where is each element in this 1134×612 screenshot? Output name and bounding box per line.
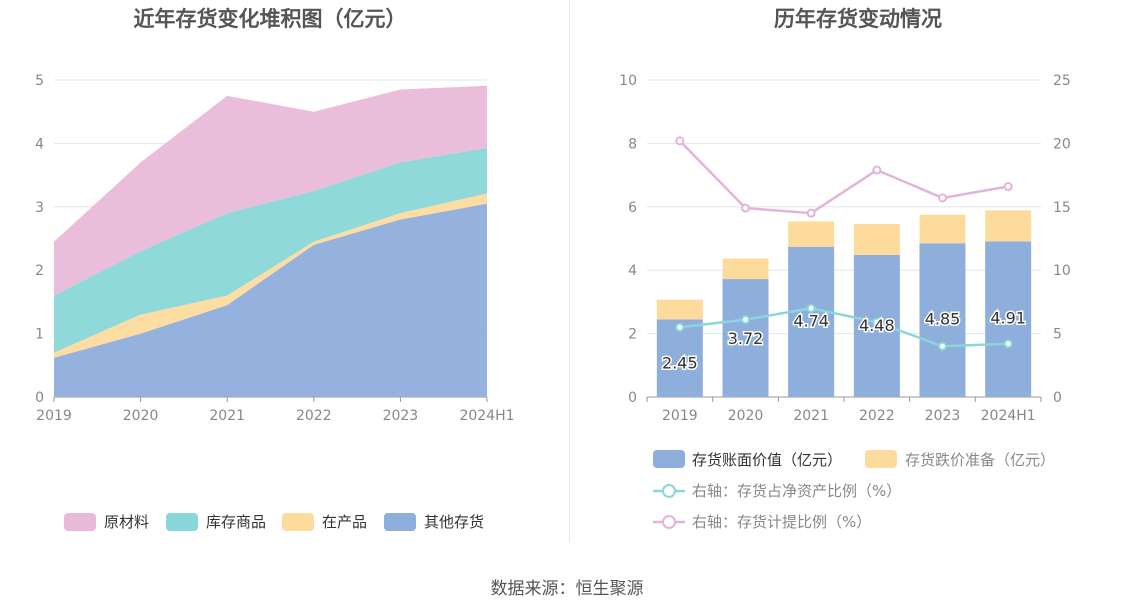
bar-x-tick-label: 2021 [793,408,829,424]
bar-value-label: 4.74 [793,311,829,330]
area-legend-swatch [64,513,96,531]
area-y-tick-label: 2 [35,263,44,279]
bar-x-tick-label: 2024H1 [981,408,1036,424]
area-legend-label: 库存商品 [206,513,266,531]
area-y-tick-label: 4 [35,136,44,152]
area-series-4 [54,85,487,296]
bar-legend-label: 存货跌价准备（亿元） [905,451,1055,469]
bar-value-label: 3.72 [728,329,764,348]
bar-y-tick-label: 10 [619,73,637,89]
area-x-tick-label: 2020 [123,408,159,424]
area-series-1 [54,203,487,397]
bar-legend-swatch [653,450,685,468]
bar-value-label: 4.91 [990,308,1026,327]
line-point [675,322,685,332]
area-legend-swatch [166,513,198,531]
bar-y2-tick-label: 25 [1053,73,1071,89]
line-point [806,303,816,313]
bar-y-tick-label: 8 [628,136,637,152]
area-legend-label: 其他存货 [424,513,484,531]
bar-impairment [722,258,769,280]
area-series-2 [54,193,487,358]
bar-impairment [853,223,900,255]
bar-impairment [788,221,835,247]
bar-book-value [722,279,769,397]
bar-value-label: 2.45 [662,353,698,372]
bar-y-tick-label: 2 [628,327,637,343]
bar-book-value [985,241,1032,397]
bar-y-tick-label: 6 [628,200,637,216]
line-series-1 [679,306,1009,348]
bar-x-tick-label: 2023 [925,408,961,424]
line-point [938,341,947,351]
bar-y2-tick-label: 0 [1053,390,1062,406]
line-legend-marker [662,515,676,529]
area-y-tick-label: 5 [35,73,44,89]
line-legend-marker [662,484,676,498]
bar-y2-tick-label: 5 [1053,327,1062,343]
bar-y-tick-label: 0 [628,390,637,406]
bar-y-tick-label: 4 [628,263,637,279]
bar-y2-tick-label: 15 [1053,200,1071,216]
bar-x-tick-label: 2020 [728,408,764,424]
line-point [1003,182,1013,192]
area-y-tick-label: 0 [35,390,44,406]
area-series-3 [54,147,487,353]
bar-book-value [788,246,835,397]
line-legend-label: 右轴：存货占净资产比例（%） [692,482,901,500]
line-point [741,203,750,213]
area-x-tick-label: 2022 [296,408,332,424]
area-x-tick-label: 2019 [36,408,72,424]
bar-x-tick-label: 2022 [859,408,895,424]
panel-divider [569,0,570,542]
source-text: 数据来源：恒生聚源 [490,579,644,599]
bar-legend-label: 存货账面价值（亿元） [692,451,842,469]
area-legend-swatch [282,513,314,531]
bar-value-label: 4.85 [925,309,961,328]
bar-chart-title: 历年存货变动情况 [774,7,942,31]
bar-impairment [656,299,703,320]
bar-value-label: 4.48 [859,316,895,335]
area-legend-label: 原材料 [104,513,149,531]
bar-y2-tick-label: 20 [1053,136,1071,152]
bar-impairment [919,214,966,244]
bar-impairment [985,210,1032,242]
bar-book-value [656,319,703,397]
line-point [741,315,750,325]
line-point [1003,339,1013,349]
area-y-tick-label: 1 [35,327,44,343]
area-x-tick-label: 2023 [383,408,419,424]
line-point [938,193,947,203]
bar-y2-tick-label: 10 [1053,263,1071,279]
bar-x-tick-label: 2019 [662,408,698,424]
line-point [675,136,685,146]
line-point [872,317,882,327]
area-y-tick-label: 3 [35,200,44,216]
bar-legend-swatch [865,450,897,468]
line-point [872,165,882,175]
area-chart-title: 近年存货变化堆积图（亿元） [134,7,407,31]
area-legend-swatch [384,513,416,531]
area-x-tick-label: 2021 [209,408,245,424]
line-series-2 [678,139,1009,215]
line-legend-label: 右轴：存货计提比例（%） [692,513,871,531]
line-point [806,208,816,218]
bar-book-value [919,243,966,397]
area-x-tick-label: 2024H1 [459,408,514,424]
area-legend-label: 在产品 [322,513,367,531]
